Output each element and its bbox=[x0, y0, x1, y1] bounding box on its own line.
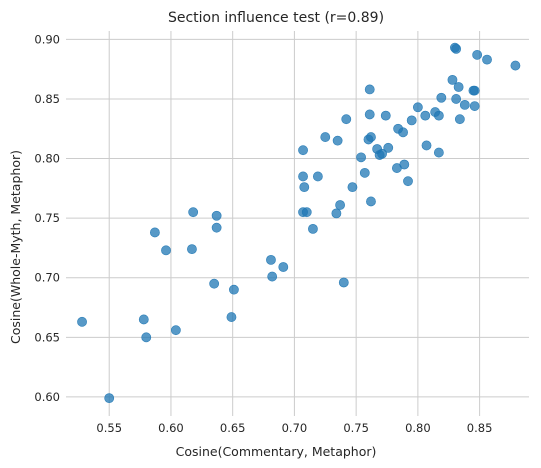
y-tick-label: 0.75 bbox=[34, 211, 60, 225]
data-point bbox=[436, 92, 447, 103]
y-tick-label: 0.80 bbox=[34, 152, 60, 166]
data-point bbox=[356, 152, 366, 163]
data-point bbox=[420, 110, 431, 121]
data-point bbox=[469, 85, 480, 96]
data-point bbox=[380, 110, 391, 121]
y-tick-label: 0.60 bbox=[34, 390, 60, 404]
data-point bbox=[472, 49, 483, 60]
data-point bbox=[335, 200, 345, 210]
data-point bbox=[209, 278, 220, 289]
y-tick-label: 0.65 bbox=[34, 330, 60, 344]
data-point bbox=[366, 132, 376, 142]
data-point bbox=[366, 196, 376, 207]
data-point bbox=[341, 114, 352, 125]
data-point bbox=[141, 332, 152, 343]
data-point bbox=[454, 114, 465, 125]
data-point bbox=[451, 43, 462, 54]
data-point bbox=[267, 271, 278, 282]
data-point bbox=[364, 84, 375, 95]
x-tick-label: 0.75 bbox=[343, 421, 369, 435]
plot-background bbox=[66, 31, 529, 416]
data-point bbox=[469, 101, 480, 111]
data-point bbox=[211, 210, 222, 221]
data-point bbox=[433, 110, 444, 121]
data-point bbox=[161, 245, 171, 256]
x-tick-label: 0.85 bbox=[467, 421, 493, 435]
x-tick-labels: 0.55 0.60 0.65 0.70 0.75 0.80 0.85 bbox=[96, 421, 492, 435]
data-point bbox=[482, 54, 492, 65]
y-gridlines bbox=[66, 38, 529, 398]
data-point bbox=[170, 325, 181, 336]
y-tick-label: 0.85 bbox=[34, 92, 60, 106]
data-point bbox=[331, 208, 342, 219]
data-point bbox=[433, 147, 444, 158]
data-point bbox=[299, 182, 310, 193]
data-point bbox=[104, 393, 115, 404]
data-point bbox=[453, 82, 464, 92]
data-point bbox=[188, 207, 199, 218]
data-point bbox=[298, 171, 308, 182]
x-gridlines bbox=[108, 31, 481, 416]
data-point bbox=[149, 227, 160, 238]
data-point bbox=[399, 159, 410, 170]
data-point bbox=[332, 135, 343, 146]
x-axis-label: Cosine(Commentary, Metaphor) bbox=[176, 444, 377, 459]
data-point bbox=[451, 94, 462, 104]
y-tick-label: 0.90 bbox=[34, 32, 60, 46]
data-point bbox=[266, 254, 276, 265]
data-point bbox=[510, 60, 521, 71]
data-point bbox=[406, 115, 417, 126]
data-point bbox=[412, 102, 423, 113]
data-point bbox=[138, 314, 149, 325]
data-point bbox=[226, 312, 237, 322]
data-point bbox=[347, 182, 358, 193]
x-tick-label: 0.65 bbox=[220, 421, 246, 435]
data-point bbox=[229, 284, 239, 295]
data-point bbox=[421, 140, 432, 151]
data-point bbox=[403, 176, 413, 187]
data-point bbox=[320, 132, 331, 142]
data-points bbox=[77, 42, 521, 404]
data-point bbox=[338, 277, 349, 288]
data-point bbox=[447, 74, 458, 85]
data-point bbox=[359, 167, 370, 178]
data-point bbox=[383, 142, 394, 153]
y-axis-label: Cosine(Whole-Myth, Metaphor) bbox=[8, 150, 23, 344]
x-tick-label: 0.60 bbox=[158, 421, 184, 435]
data-point bbox=[298, 145, 308, 156]
data-point bbox=[77, 316, 87, 327]
data-point bbox=[459, 100, 470, 110]
data-point bbox=[211, 222, 222, 233]
data-point bbox=[398, 127, 408, 138]
x-tick-label: 0.55 bbox=[96, 421, 122, 435]
data-point bbox=[187, 244, 197, 255]
data-point bbox=[312, 171, 323, 182]
data-point bbox=[278, 262, 289, 272]
y-tick-label: 0.70 bbox=[34, 271, 60, 285]
data-point bbox=[377, 148, 387, 159]
chart-title: Section influence test (r=0.89) bbox=[168, 10, 384, 26]
data-point bbox=[308, 223, 318, 234]
x-tick-label: 0.80 bbox=[405, 421, 431, 435]
x-tick-label: 0.70 bbox=[282, 421, 308, 435]
y-tick-labels: 0.60 0.65 0.70 0.75 0.80 0.85 0.90 bbox=[34, 32, 60, 404]
data-point bbox=[301, 207, 312, 218]
data-point bbox=[364, 109, 375, 120]
